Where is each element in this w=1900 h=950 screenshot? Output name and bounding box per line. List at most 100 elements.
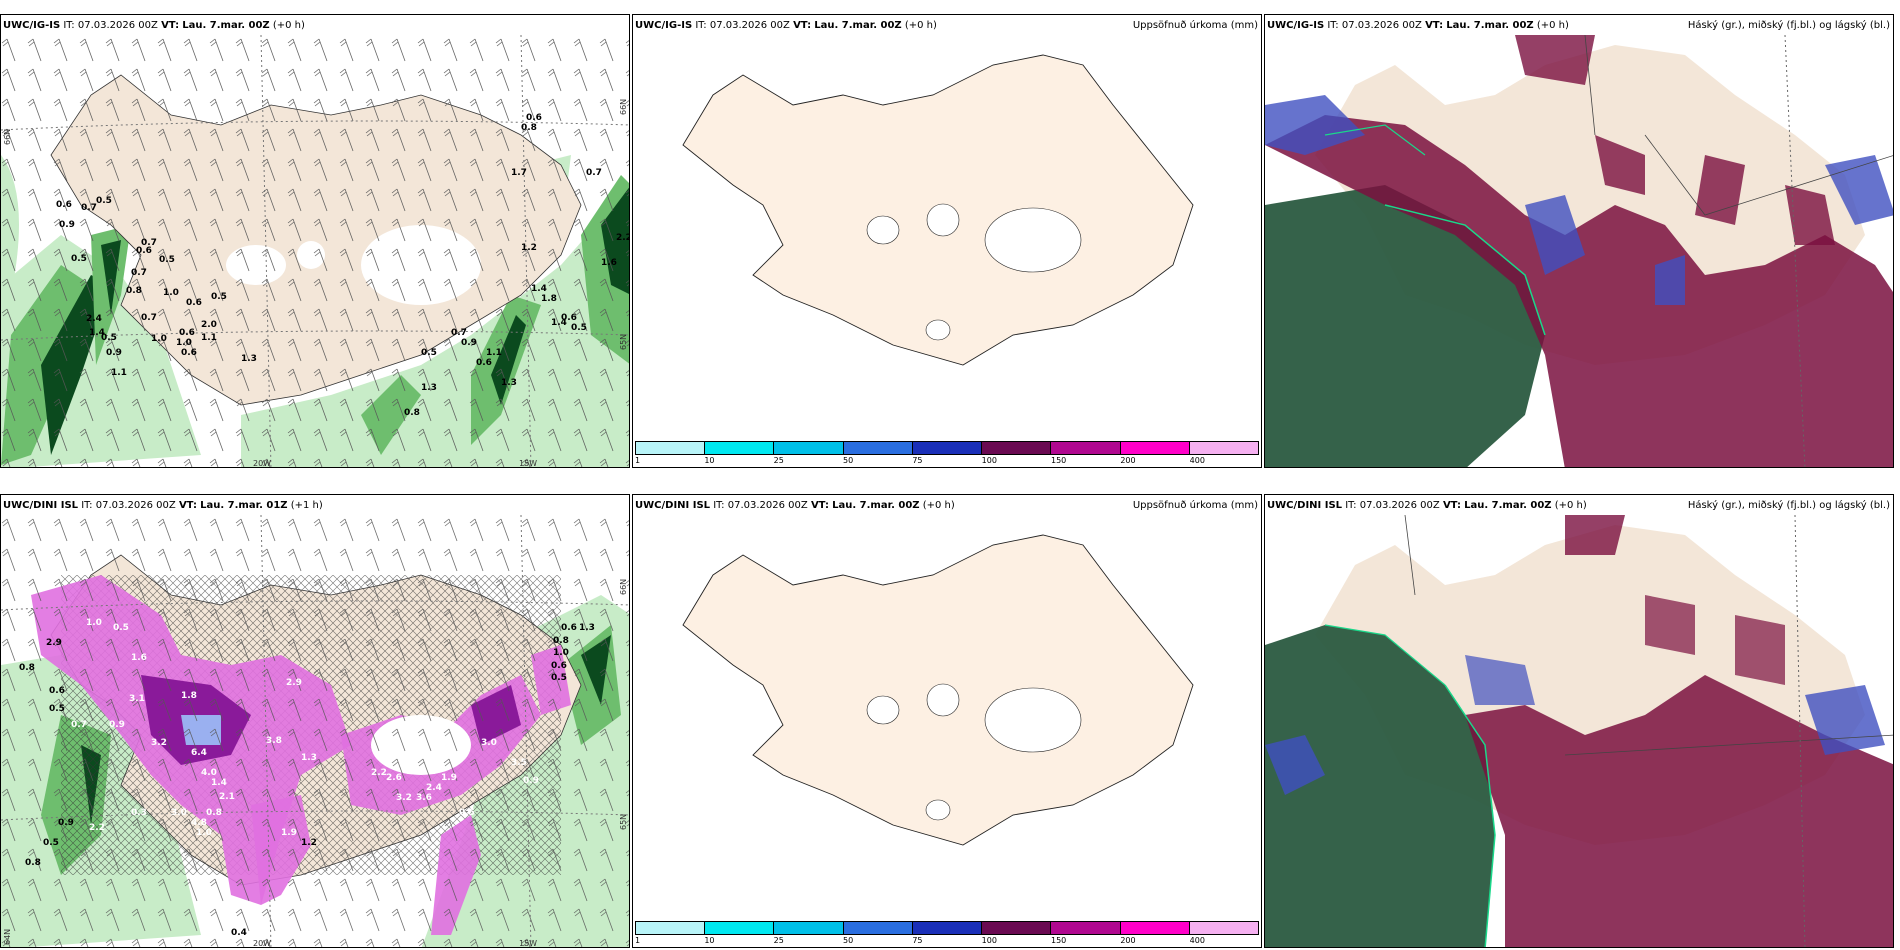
accum-precip-map [633,35,1261,443]
precip-value-label: 0.7 [451,328,467,338]
precip-value-label: 0.7 [141,313,157,323]
legend-ticks: 1 10 25 50 75 100 150 200 400 [635,936,1259,946]
map-area[interactable] [633,35,1261,467]
model-name: UWC/DINI ISL [3,500,79,511]
precip-value-label: 0.5 [159,255,175,265]
model-name: UWC/IG-IS [3,20,61,31]
lead-time: (+0 h) [1554,500,1587,511]
legend-ticks: 1 10 25 50 75 100 150 200 400 [635,456,1259,466]
model-name: UWC/IG-IS [635,20,693,31]
precip-value-label: 0.7 [71,720,87,730]
precip-value-label: 2.2 [89,823,105,833]
lead-time: (+0 h) [922,500,955,511]
it-label: IT: [1345,500,1357,511]
legend-swatch [1189,922,1258,934]
it-label: IT: [1327,20,1339,31]
model-name: UWC/IG-IS [1267,20,1325,31]
precip-value-label: 0.8 [521,123,537,133]
legend-tick-label: 25 [773,936,784,945]
legend-swatch [1051,922,1121,934]
clouds-map-dini [1265,515,1893,947]
precip-value-label: 2.9 [46,638,62,648]
precip-value-label: 0.8 [206,808,222,818]
precip-value-label: 1.0 [163,288,179,298]
vt-label: VT: [1425,20,1444,31]
map-area[interactable] [1265,515,1893,947]
map-area[interactable]: 0.6 0.7 0.5 0.9 0.7 0.6 0.5 0.5 0.7 0.8 1.0 0.5 0.6 2… [1,35,630,467]
legend-swatch [636,442,706,454]
vt-value: Lau. 7.mar. 00Z [182,20,270,31]
precip-value-label: 1.2 [301,838,317,848]
vt-label: VT: [1442,500,1461,511]
legend-swatch [774,442,844,454]
lead-time: (+0 h) [1536,20,1569,31]
panel-title: Uppsöfnuð úrkoma (mm) [1132,500,1258,511]
precip-value-label: 0.8 [553,636,569,646]
panel-header: UWC/IG-IS IT: 07.03.2026 00Z VT: Lau. 7.… [1265,15,1893,35]
legend-swatch [774,922,844,934]
panel-title: Uppsöfnuð úrkoma (mm) [1132,20,1258,31]
legend-swatch [636,922,706,934]
precip-value-label: 4.0 [201,768,217,778]
map-area[interactable] [1265,35,1893,467]
legend-tick-label: 10 [704,456,715,465]
precip-value-label: 0.6 [526,113,542,123]
legend-swatch [1120,922,1190,934]
lon-label-20w: 20W [253,939,272,948]
precip-value-label: 3.0 [481,738,497,748]
precip-value-label: 0.4 [231,928,247,938]
legend-colorbar [635,921,1259,935]
lat-label-65n: 65N [619,813,628,830]
precip-value-label: 2.2 [616,233,630,243]
legend-tick-label: 50 [843,936,854,945]
panel-wind-precip-bottom: UWC/DINI ISL IT: 07.03.2026 00Z VT: Lau.… [0,494,630,948]
precip-value-label: 2.9 [286,678,302,688]
precip-value-label: 3.2 [151,738,167,748]
it-label: IT: [713,500,725,511]
precip-value-label: 0.5 [71,254,87,264]
precip-value-label: 0.5 [571,323,587,333]
precip-value-label: 1.7 [511,168,527,178]
legend-swatch [982,922,1052,934]
precip-value-label: 1.8 [181,691,197,701]
vt-value: Lau. 7.mar. 00Z [832,500,920,511]
precip-value-label: 3.5 [511,758,527,768]
precip-value-label: 0.6 [551,661,567,671]
legend-swatch [982,442,1052,454]
precip-value-label: 0.9 [58,818,74,828]
panel-accum-precip-top: UWC/IG-IS IT: 07.03.2026 00Z VT: Lau. 7.… [632,14,1262,468]
legend-tick-label: 10 [704,936,715,945]
it-value: 07.03.2026 00Z [709,20,790,31]
precip-value-label: 2.4 [86,314,102,324]
precip-value-label: 0.3 [131,808,147,818]
precip-value-label: 0.9 [461,338,477,348]
accum-precip-map-dini [633,515,1261,923]
panel-title: Háský (gr.), miðský (fj.bl.) og lágský (… [1687,20,1890,31]
lat-label-66n: 66N [619,578,628,595]
lead-time: (+0 h) [904,20,937,31]
it-label: IT: [695,20,707,31]
wind-precip-map: 0.6 0.70.50.90.70.60.50.50.70.8 1.0 0.50.62… [1,35,630,467]
lat-label-65n: 65N [619,333,628,350]
legend-tick-label: 1 [635,936,641,945]
vt-label: VT: [793,20,812,31]
it-value: 07.03.2026 00Z [1359,500,1440,511]
vt-value: Lau. 7.mar. 00Z [1446,20,1534,31]
precip-value-label: 0.9 [106,348,122,358]
lead-time: (+1 h) [290,500,323,511]
precip-value-label: 0.9 [109,720,125,730]
precip-value-label: 1.9 [281,828,297,838]
precip-value-label: 6.4 [191,748,207,758]
precip-value-label: 0.5 [211,292,227,302]
map-area[interactable] [633,515,1261,947]
precip-value-label: 2.1 [219,792,235,802]
it-value: 07.03.2026 00Z [1341,20,1422,31]
precip-value-label: 0.7 [586,168,602,178]
map-area[interactable]: 0.8 2.9 1.0 0.5 0.6 0.5 1.6 0.7 3.1 1.8 0.9 3.2 6.4 4… [1,515,629,948]
it-value: 07.03.2026 00Z [727,500,808,511]
precip-value-label: 1.4 [531,284,547,294]
legend-swatch [912,922,983,934]
legend-swatch [843,442,913,454]
precip-value-label: 0.6 [186,298,202,308]
panel-header: UWC/IG-IS IT: 07.03.2026 00Z VT: Lau. 7.… [633,15,1261,35]
